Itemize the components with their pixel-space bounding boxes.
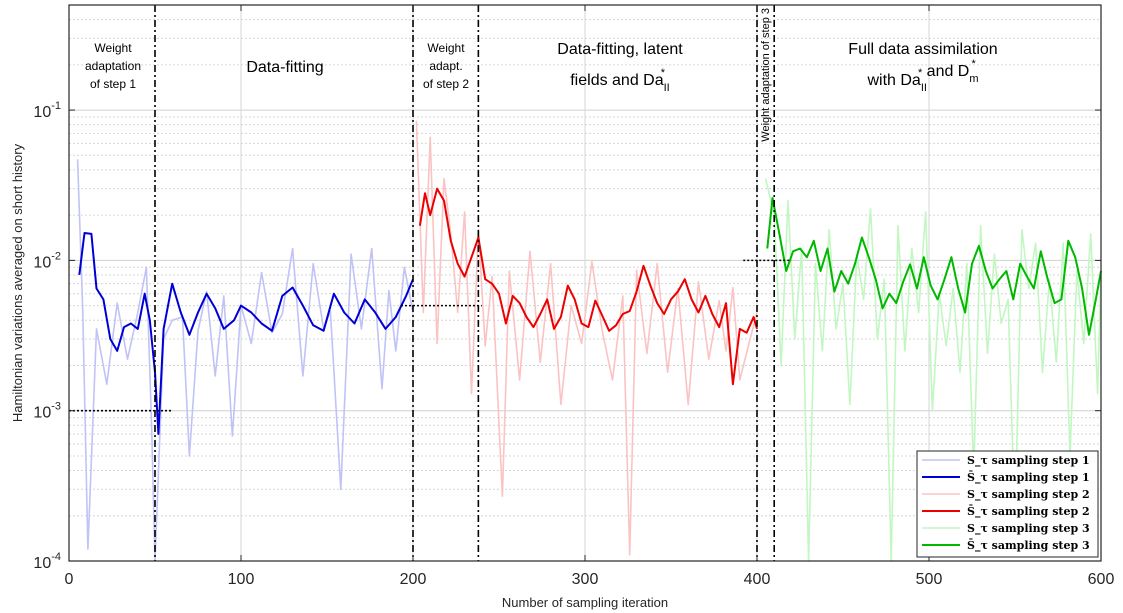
series-line — [766, 197, 1102, 336]
y-tick-label: 10-3 — [33, 401, 61, 422]
y-tick-label: 10-2 — [33, 250, 61, 271]
legend-label: S̄_τ sampling step 1 — [967, 470, 1090, 485]
x-axis-label: Number of sampling iteration — [502, 595, 668, 610]
y-axis-label: Hamiltonian variations averaged on short… — [10, 143, 25, 422]
legend-label: S̄_τ sampling step 2 — [967, 504, 1090, 519]
phase-label-full-assimilation: Full data assimilation — [848, 41, 997, 58]
legend-label: S_τ sampling step 1 — [967, 454, 1090, 468]
x-tick-label: 200 — [400, 571, 427, 588]
x-tick-label: 600 — [1088, 571, 1115, 588]
series-layer — [76, 120, 1102, 562]
x-tick-label: 0 — [65, 571, 74, 588]
overlay-layer — [69, 5, 792, 561]
phase-label-weight-step1: of step 1 — [90, 77, 136, 91]
series-line — [78, 232, 414, 435]
series-line — [418, 187, 758, 386]
x-tick-label: 300 — [572, 571, 599, 588]
legend-label: S_τ sampling step 3 — [967, 522, 1090, 536]
legend-box — [916, 450, 1099, 558]
annotations: Weight adaptation of step 1 Data-fitting Wei… — [85, 8, 998, 142]
series-line — [76, 159, 414, 562]
phase-label-weight-step1: adaptation — [85, 59, 141, 73]
phase-label-latent: Data-fitting, latent — [557, 41, 683, 58]
phase-label-weight-step2: Weight — [427, 41, 465, 55]
phase-label-weight-step3: Weight adaptation of step 3 — [760, 8, 772, 142]
y-tick-label: 10-1 — [33, 100, 61, 121]
x-tick-label: 100 — [228, 571, 255, 588]
y-tick-label: 10-4 — [33, 551, 61, 572]
x-tick-label: 500 — [916, 571, 943, 588]
phase-label-data-fitting: Data-fitting — [246, 59, 323, 76]
phase-label-full-assimilation: with DaII* and Dm* — [866, 58, 978, 94]
legend-label: S̄_τ sampling step 3 — [967, 538, 1090, 553]
legend: S_τ sampling step 1 S̄_τ sampling step 1 S… — [916, 450, 1099, 558]
ticks: 10-4 10-3 10-2 10-1 0 100 200 300 400 500 600 — [33, 5, 1114, 588]
phase-label-weight-step1: Weight — [94, 41, 132, 55]
x-tick-label: 400 — [744, 571, 771, 588]
phase-label-weight-step2: adapt. — [429, 59, 462, 73]
phase-label-weight-step2: of step 2 — [423, 77, 469, 91]
series-line — [415, 120, 758, 556]
series-line — [764, 178, 1102, 562]
legend-label: S_τ sampling step 2 — [967, 488, 1090, 502]
